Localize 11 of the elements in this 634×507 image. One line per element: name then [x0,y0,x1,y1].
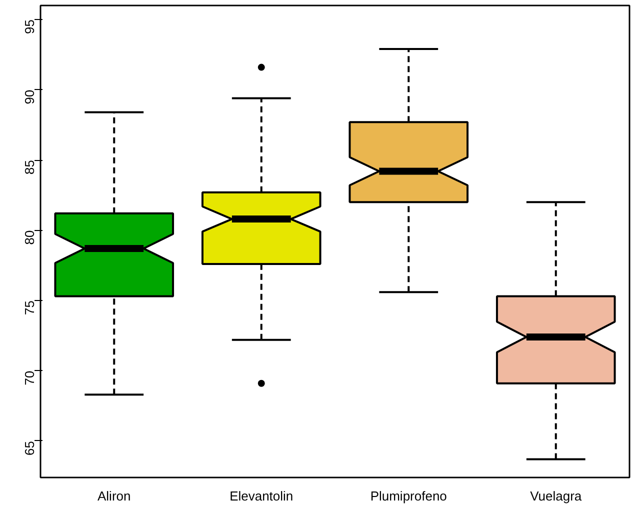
x-tick-label: Vuelagra [530,488,582,504]
y-tick-label: 90 [22,90,37,104]
y-tick-label: 65 [22,440,37,456]
y-tick-label: 75 [22,300,37,315]
y-tick-label: 85 [22,160,37,174]
x-tick-label: Aliron [98,488,131,504]
x-tick-label: Elevantolin [230,488,294,504]
y-tick-label: 95 [22,20,37,34]
x-tick-label: Plumiprofeno [370,488,447,504]
y-tick-label: 70 [22,370,37,386]
y-tick-label: 80 [22,230,37,245]
